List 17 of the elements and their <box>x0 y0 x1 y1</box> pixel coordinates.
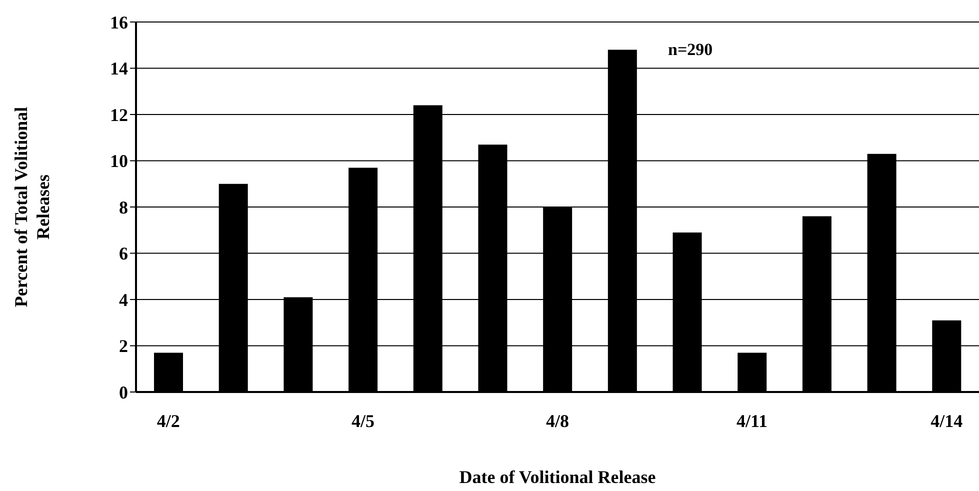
y-tick-label: 2 <box>119 336 128 356</box>
y-tick-label: 0 <box>119 382 128 402</box>
y-tick-label: 8 <box>119 197 128 218</box>
y-tick-label: 10 <box>110 151 128 172</box>
y-tick-label: 14 <box>110 58 128 79</box>
x-tick-label: 4/14 <box>930 410 963 431</box>
y-tick-label: 12 <box>110 104 128 125</box>
x-tick-label: 4/11 <box>736 410 768 431</box>
annotation: n=290 <box>668 40 713 60</box>
x-tick-label: 4/8 <box>546 410 570 431</box>
y-axis-title: Percent of Total Volitional Releases <box>11 106 53 308</box>
x-axis-title: Date of Volitional Release <box>459 467 656 487</box>
y-tick-label: 6 <box>119 244 128 264</box>
x-tick-label: 4/5 <box>351 410 374 431</box>
y-tick-label: 16 <box>110 12 128 32</box>
y-tick-label: 4 <box>119 290 128 310</box>
x-tick-label: 4/2 <box>156 410 180 431</box>
